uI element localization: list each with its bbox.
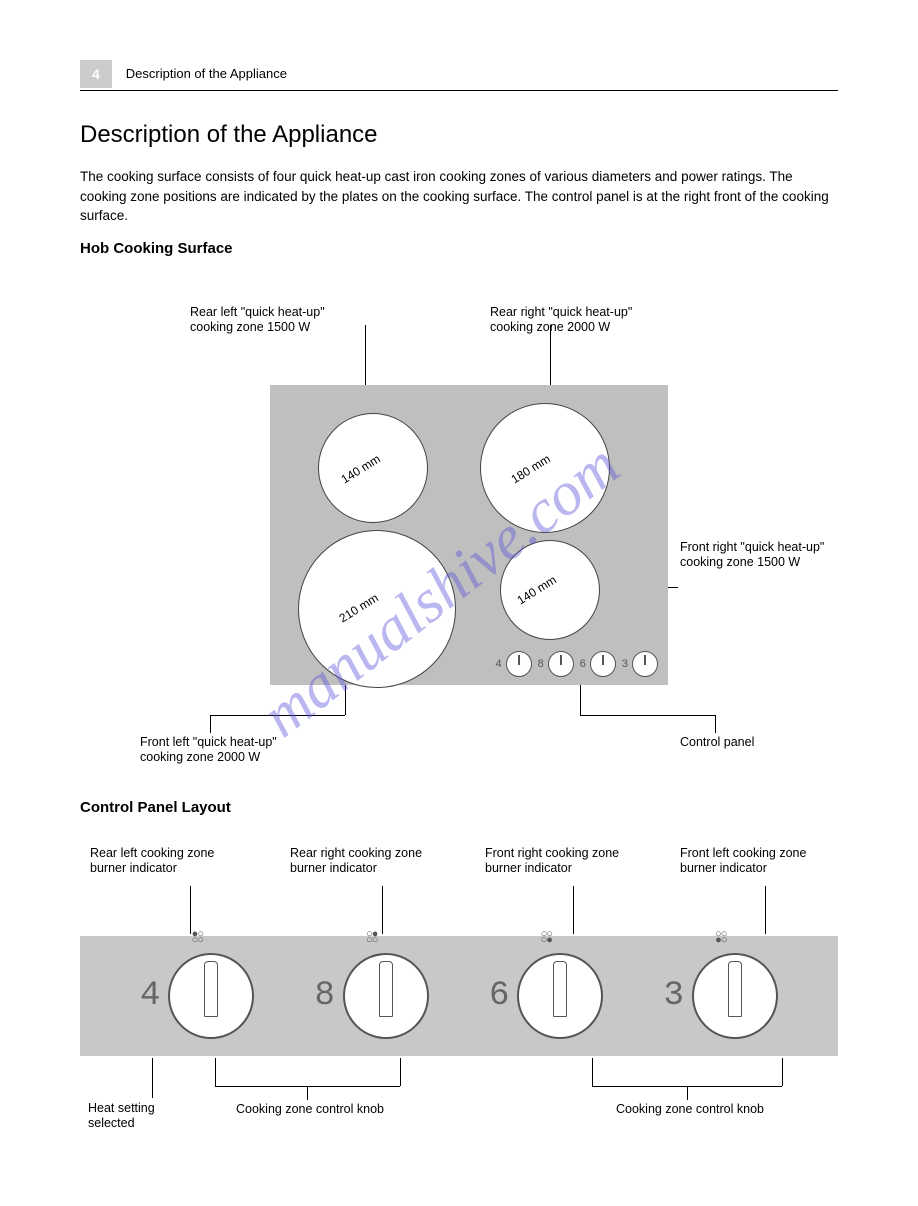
- leader-line: [715, 715, 716, 733]
- zone-rear-left: 140 mm: [318, 413, 428, 523]
- mini-knob-icon: [590, 651, 616, 677]
- mini-knob-icon: [632, 651, 658, 677]
- zone-rear-right: 180 mm: [480, 403, 610, 533]
- burner-indicator-icon: ○○●○: [715, 931, 726, 943]
- zone-front-left: 210 mm: [298, 530, 456, 688]
- heat-display: 3: [664, 977, 684, 1015]
- label-control-knob-right: Cooking zone control knob: [610, 1102, 770, 1118]
- leader-line: [152, 1058, 153, 1098]
- label-rear-right: Rear right "quick heat-up" cooking zone …: [490, 305, 670, 336]
- mini-display: 6: [580, 658, 586, 670]
- knob-group: ○○●○ 3: [664, 953, 778, 1039]
- mini-display: 3: [622, 658, 628, 670]
- leader-line: [573, 886, 574, 934]
- hob-plate: 140 mm 180 mm 210 mm 140 mm 4 8 6 3: [270, 385, 668, 685]
- leader-line: [190, 886, 191, 934]
- page-number-badge: 4: [80, 60, 112, 88]
- leader-line: [215, 1058, 216, 1086]
- label-front-right: Front right "quick heat-up" cooking zone…: [680, 540, 850, 571]
- control-knob-icon: [343, 953, 429, 1039]
- burner-indicator-icon: ○●○○: [366, 931, 377, 943]
- intro-paragraph: The cooking surface consists of four qui…: [80, 167, 838, 226]
- leader-line: [307, 1086, 308, 1100]
- burner-indicator-icon: ○○○●: [541, 931, 552, 943]
- label-ind-rear-left: Rear left cooking zone burner indicator: [90, 846, 240, 877]
- heat-display: 8: [315, 977, 335, 1015]
- section-title: Description of the Appliance: [80, 121, 838, 149]
- leader-line: [765, 886, 766, 934]
- hob-subhead: Hob Cooking Surface: [80, 240, 838, 257]
- knob-group: ○●○○ 8: [315, 953, 429, 1039]
- leader-line: [345, 685, 346, 715]
- leader-line: [580, 685, 581, 715]
- heat-display: 6: [489, 977, 509, 1015]
- dim-front-right: 140 mm: [515, 572, 559, 607]
- panel-subhead: Control Panel Layout: [80, 799, 838, 816]
- control-panel-diagram: Rear left cooking zone burner indicator …: [80, 826, 838, 1126]
- leader-line: [592, 1058, 593, 1086]
- label-front-left: Front left "quick heat-up" cooking zone …: [140, 735, 320, 766]
- leader-line: [782, 1058, 783, 1086]
- label-control-panel: Control panel: [680, 735, 800, 751]
- mini-knob-icon: [506, 651, 532, 677]
- dim-rear-left: 140 mm: [339, 451, 383, 486]
- leader-line: [382, 886, 383, 934]
- control-knob-icon: [168, 953, 254, 1039]
- control-knob-icon: [692, 953, 778, 1039]
- leader-line: [580, 715, 715, 716]
- leader-line: [210, 715, 345, 716]
- label-ind-front-right: Front right cooking zone burner indicato…: [485, 846, 635, 877]
- leader-line: [687, 1086, 688, 1100]
- dim-rear-right: 180 mm: [509, 451, 553, 486]
- mini-knob-icon: [548, 651, 574, 677]
- mini-display: 8: [538, 658, 544, 670]
- leader-line: [210, 715, 211, 733]
- hob-diagram: Rear left "quick heat-up" cooking zone 1…: [80, 265, 838, 785]
- mini-display: 4: [496, 658, 502, 670]
- control-knob-icon: [517, 953, 603, 1039]
- label-ind-front-left: Front left cooking zone burner indicator: [680, 846, 830, 877]
- label-ind-rear-right: Rear right cooking zone burner indicator: [290, 846, 440, 877]
- page-header: 4 Description of the Appliance: [80, 60, 838, 91]
- leader-line: [400, 1058, 401, 1086]
- knob-group: ●○○○ 4: [140, 953, 254, 1039]
- zone-front-right: 140 mm: [500, 540, 600, 640]
- knob-group: ○○○● 6: [489, 953, 603, 1039]
- running-title: Description of the Appliance: [126, 66, 287, 81]
- dim-front-left: 210 mm: [337, 590, 381, 625]
- burner-indicator-icon: ●○○○: [192, 931, 203, 943]
- label-rear-left: Rear left "quick heat-up" cooking zone 1…: [190, 305, 360, 336]
- heat-display: 4: [140, 977, 160, 1015]
- mini-control-panel: 4 8 6 3: [496, 651, 659, 677]
- label-heat-setting: Heat setting selected: [88, 1101, 198, 1132]
- label-control-knob-left: Cooking zone control knob: [230, 1102, 390, 1118]
- control-panel: ●○○○ 4 ○●○○ 8 ○○○● 6 ○○●○ 3: [80, 936, 838, 1056]
